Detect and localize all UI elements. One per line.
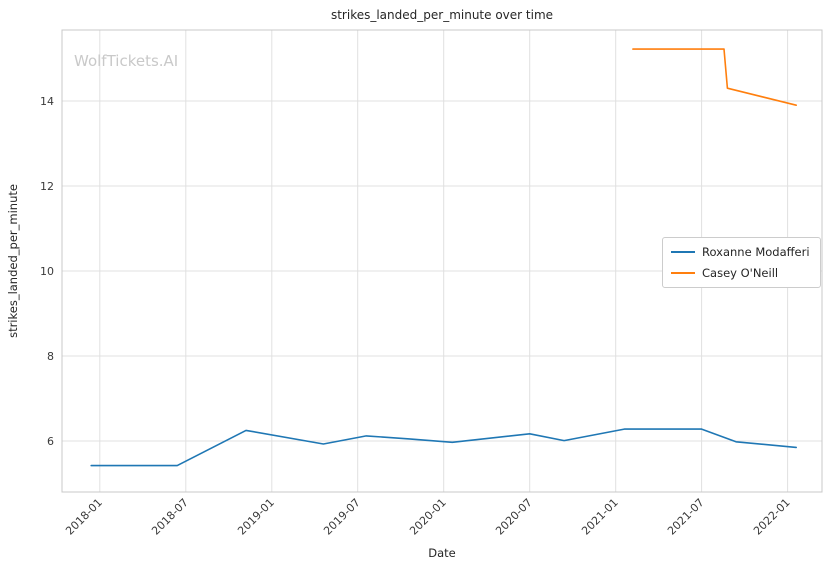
x-tick-label: 2019-07 xyxy=(321,496,363,538)
series-layer xyxy=(90,48,798,467)
x-tick-label: 2020-07 xyxy=(493,496,535,538)
x-tick-label: 2021-07 xyxy=(665,496,707,538)
y-tick-label: 8 xyxy=(47,350,54,363)
legend-item: Roxanne Modafferi xyxy=(671,244,810,260)
x-tick-label: 2018-07 xyxy=(149,496,191,538)
legend-swatch-roxanne-modafferi xyxy=(671,251,695,253)
legend: Roxanne Modafferi Casey O'Neill xyxy=(662,237,821,288)
x-tick-label: 2018-01 xyxy=(63,496,105,538)
x-tick-label: 2019-01 xyxy=(235,496,277,538)
series-line-roxanne-modafferi xyxy=(90,428,798,467)
y-axis-label: strikes_landed_per_minute xyxy=(6,184,20,338)
legend-label: Roxanne Modafferi xyxy=(702,245,810,259)
y-tick-label: 10 xyxy=(40,265,54,278)
plot-border xyxy=(61,29,823,493)
y-tick-label: 6 xyxy=(47,435,54,448)
legend-item: Casey O'Neill xyxy=(671,265,810,281)
x-axis-label: Date xyxy=(428,546,456,560)
y-tick-label: 12 xyxy=(40,180,54,193)
legend-swatch-casey-oneill xyxy=(671,272,695,274)
x-tick-label: 2022-01 xyxy=(751,496,793,538)
watermark: WolfTickets.AI xyxy=(74,52,178,70)
legend-label: Casey O'Neill xyxy=(702,266,779,280)
x-tick-label: 2021-01 xyxy=(579,496,621,538)
grid-layer xyxy=(62,30,822,492)
chart-title: strikes_landed_per_minute over time xyxy=(331,8,553,22)
y-tick-label: 14 xyxy=(40,95,54,108)
x-tick-label: 2020-01 xyxy=(407,496,449,538)
series-line-casey-o-neill xyxy=(632,48,798,106)
tick-layer: 2018-01 2018-07 2019-01 2019-07 2020-01 2020-… xyxy=(40,95,793,538)
